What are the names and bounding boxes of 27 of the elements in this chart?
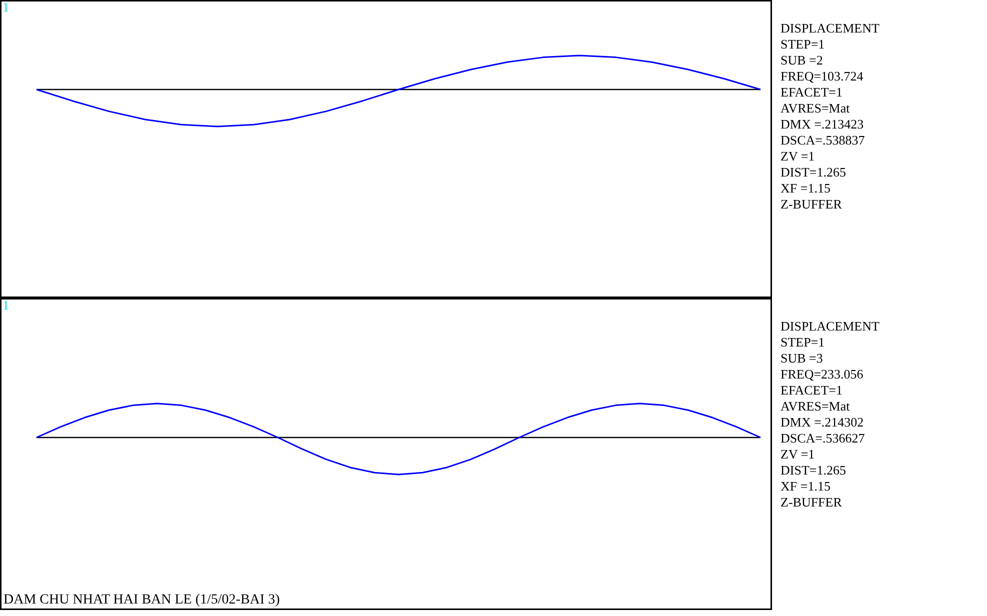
text: SUB =2 [780,52,823,68]
text: Z-BUFFER [780,494,842,510]
text: DMX =.213423 [780,116,864,132]
text: ZV =1 [780,446,815,462]
text: DIST=1.265 [780,164,846,180]
text: DSCA=.536627 [780,430,866,446]
text: FREQ=103.724 [780,68,864,84]
text: XF =1.15 [780,180,830,196]
text: DSCA=.538837 [780,132,866,148]
text: Z-BUFFER [780,196,842,212]
text: 1 [2,298,9,312]
text: STEP=1 [780,334,825,350]
text: EFACET=1 [780,84,842,100]
text: DMX =.214302 [780,414,864,430]
text: STEP=1 [780,36,825,52]
text: SUB =3 [780,350,823,366]
text: AVRES=Mat [780,398,850,414]
text: DISPLACEMENT [780,20,880,36]
text: DAM CHU NHAT HAI BAN LE (1/5/02-BAI 3) [4,592,280,608]
text: 1 [2,0,9,14]
text: XF =1.15 [780,478,830,494]
text: FREQ=233.056 [780,366,864,382]
text: DISPLACEMENT [780,318,880,334]
text: ZV =1 [780,148,815,164]
text: EFACET=1 [780,382,842,398]
text: AVRES=Mat [780,100,850,116]
text: DIST=1.265 [780,462,846,478]
